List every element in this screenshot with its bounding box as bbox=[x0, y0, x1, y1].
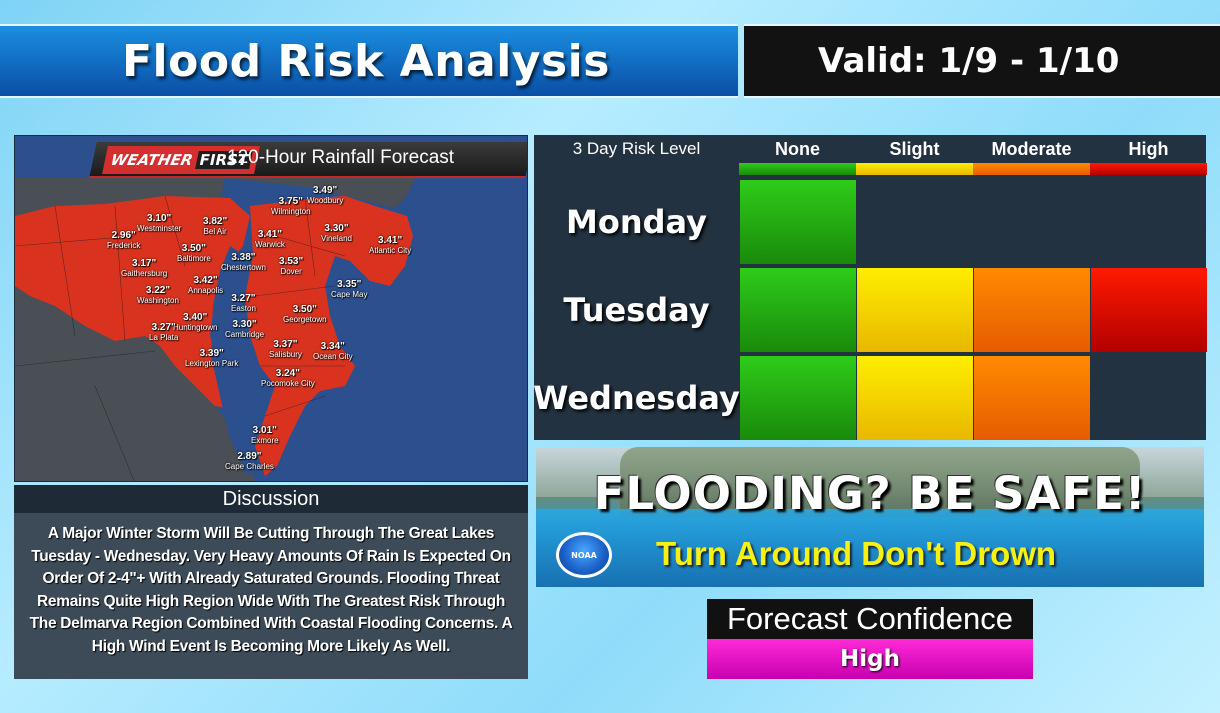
page-title: Flood Risk Analysis bbox=[122, 35, 610, 87]
banner-tagline: Turn Around Don't Drown bbox=[656, 535, 1057, 572]
risk-level-none: None bbox=[775, 138, 820, 159]
day-wednesday: Wednesday bbox=[533, 379, 740, 417]
discussion-text: A Major Winter Storm Will Be Cutting Thr… bbox=[29, 525, 513, 655]
rain-label: 3.01" Exmore bbox=[251, 425, 279, 446]
risk-level-moderate: Moderate bbox=[991, 138, 1072, 159]
rain-label: 3.17" Gaithersburg bbox=[121, 258, 168, 279]
risk-table: 3 Day Risk Level None Slight Moderate Hi… bbox=[533, 135, 1207, 440]
noaa-logo-icon: NOAA bbox=[556, 532, 612, 578]
rain-label: 3.41" Atlantic City bbox=[369, 235, 412, 256]
rain-label: 3.50" Baltimore bbox=[177, 243, 211, 264]
rainfall-map: WEATHER FIRST 120-Hour Rainfall Forecast… bbox=[14, 135, 528, 482]
rain-label: 3.30" Vineland bbox=[321, 223, 352, 244]
discussion-panel: A Major Winter Storm Will Be Cutting Thr… bbox=[14, 513, 528, 679]
confidence-level-badge: High bbox=[707, 639, 1033, 679]
noaa-logo-text: NOAA bbox=[571, 550, 597, 560]
rain-label: 3.22" Washington bbox=[137, 285, 179, 306]
risk-level-slight: Slight bbox=[889, 138, 940, 159]
rain-label: 3.34" Ocean City bbox=[313, 341, 353, 362]
rain-label: 3.35" Cape May bbox=[331, 279, 368, 300]
risk-cell bbox=[974, 356, 1090, 440]
confidence-label: Forecast Confidence bbox=[726, 601, 1014, 636]
rain-label: 3.39" Lexington Park bbox=[185, 348, 239, 369]
rain-label: 3.42" Annapolis bbox=[188, 275, 224, 296]
valid-dates: Valid: 1/9 - 1/10 bbox=[818, 41, 1120, 81]
flood-safety-banner: FLOODING? BE SAFE! NOAA Turn Around Don'… bbox=[536, 447, 1204, 587]
rain-label: 3.50" Georgetown bbox=[283, 304, 327, 325]
floodwater-image bbox=[536, 509, 1204, 587]
legend-bar-moderate bbox=[973, 163, 1090, 175]
rain-label: 3.27" Easton bbox=[231, 293, 256, 314]
valid-bar: Valid: 1/9 - 1/10 bbox=[744, 24, 1220, 98]
rain-label: 3.27" La Plata bbox=[149, 322, 179, 343]
legend-bar-high bbox=[1090, 163, 1207, 175]
rain-label: 3.82" Bel Air bbox=[203, 216, 228, 237]
rain-label: 3.30" Cambridge bbox=[225, 319, 265, 340]
day-tuesday: Tuesday bbox=[563, 291, 710, 329]
rain-label: 3.24" Pocomoke City bbox=[261, 368, 315, 389]
discussion-header: Discussion bbox=[14, 485, 528, 513]
risk-cell bbox=[740, 356, 856, 440]
rain-label: 3.41" Warwick bbox=[255, 229, 285, 250]
truck-image bbox=[620, 447, 1140, 517]
risk-cell bbox=[740, 180, 856, 264]
confidence-value: High bbox=[840, 646, 900, 672]
rain-label: 3.37" Salisbury bbox=[269, 339, 302, 360]
legend-bar-slight bbox=[856, 163, 973, 175]
rain-label: 3.75" Wilmington bbox=[271, 196, 311, 217]
rain-label: 2.89" Cape Charles bbox=[225, 451, 274, 472]
risk-cell bbox=[740, 268, 856, 352]
risk-cell bbox=[1091, 268, 1207, 352]
risk-cell bbox=[974, 268, 1090, 352]
map-title: 120-Hour Rainfall Forecast bbox=[227, 147, 455, 168]
confidence-header: Forecast Confidence bbox=[707, 599, 1033, 639]
risk-level-high: High bbox=[1128, 138, 1169, 159]
risk-cell bbox=[857, 356, 973, 440]
title-bar: Flood Risk Analysis bbox=[0, 24, 738, 98]
rain-label: 3.49" Woodbury bbox=[307, 185, 344, 206]
banner-headline: FLOODING? BE SAFE! bbox=[593, 467, 1147, 520]
map-graphic bbox=[15, 136, 527, 481]
risk-table-title: 3 Day Risk Level bbox=[572, 139, 701, 158]
day-monday: Monday bbox=[566, 203, 707, 241]
rain-label: 3.38" Chestertown bbox=[221, 252, 266, 273]
legend-bar-none bbox=[739, 163, 856, 175]
rain-label: 3.53" Dover bbox=[279, 256, 304, 277]
risk-cell bbox=[857, 268, 973, 352]
rain-label: 3.10" Westminster bbox=[137, 213, 182, 234]
rain-label: 3.40" Huntingtown bbox=[173, 312, 218, 333]
logo-weather-text: WEATHER bbox=[109, 151, 195, 169]
rain-label: 2.96" Frederick bbox=[107, 230, 141, 251]
discussion-heading: Discussion bbox=[222, 487, 320, 510]
